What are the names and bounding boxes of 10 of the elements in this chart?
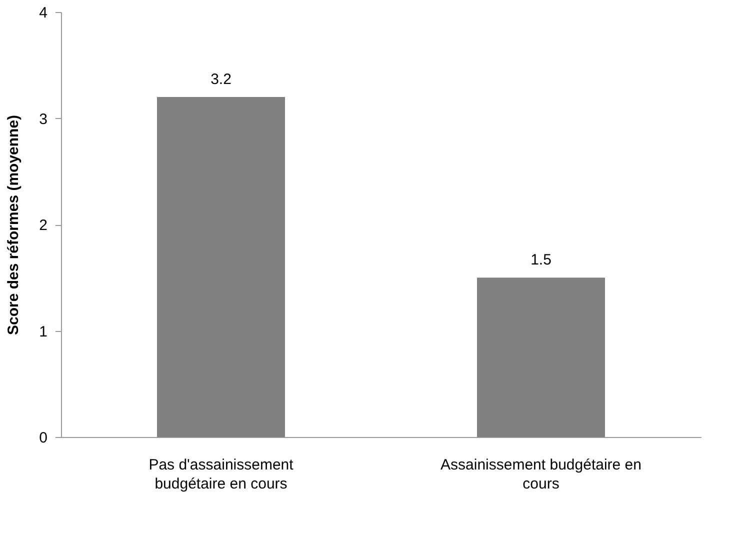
x-tick-label: Assainissement budgétaire en cours: [440, 456, 642, 492]
data-label: 3.2: [210, 71, 232, 88]
y-tick-label: 1: [39, 323, 48, 340]
y-tick-label: 2: [39, 217, 48, 234]
y-tick-label: 4: [39, 4, 48, 22]
y-axis-title: Score des réformes (moyenne): [5, 114, 22, 336]
data-label: 1.5: [530, 252, 552, 269]
y-tick-label: 0: [39, 430, 48, 446]
x-tick-label: Pas d'assainissement budgétaire en cours: [148, 456, 294, 492]
y-tick-label: 3: [39, 110, 48, 128]
